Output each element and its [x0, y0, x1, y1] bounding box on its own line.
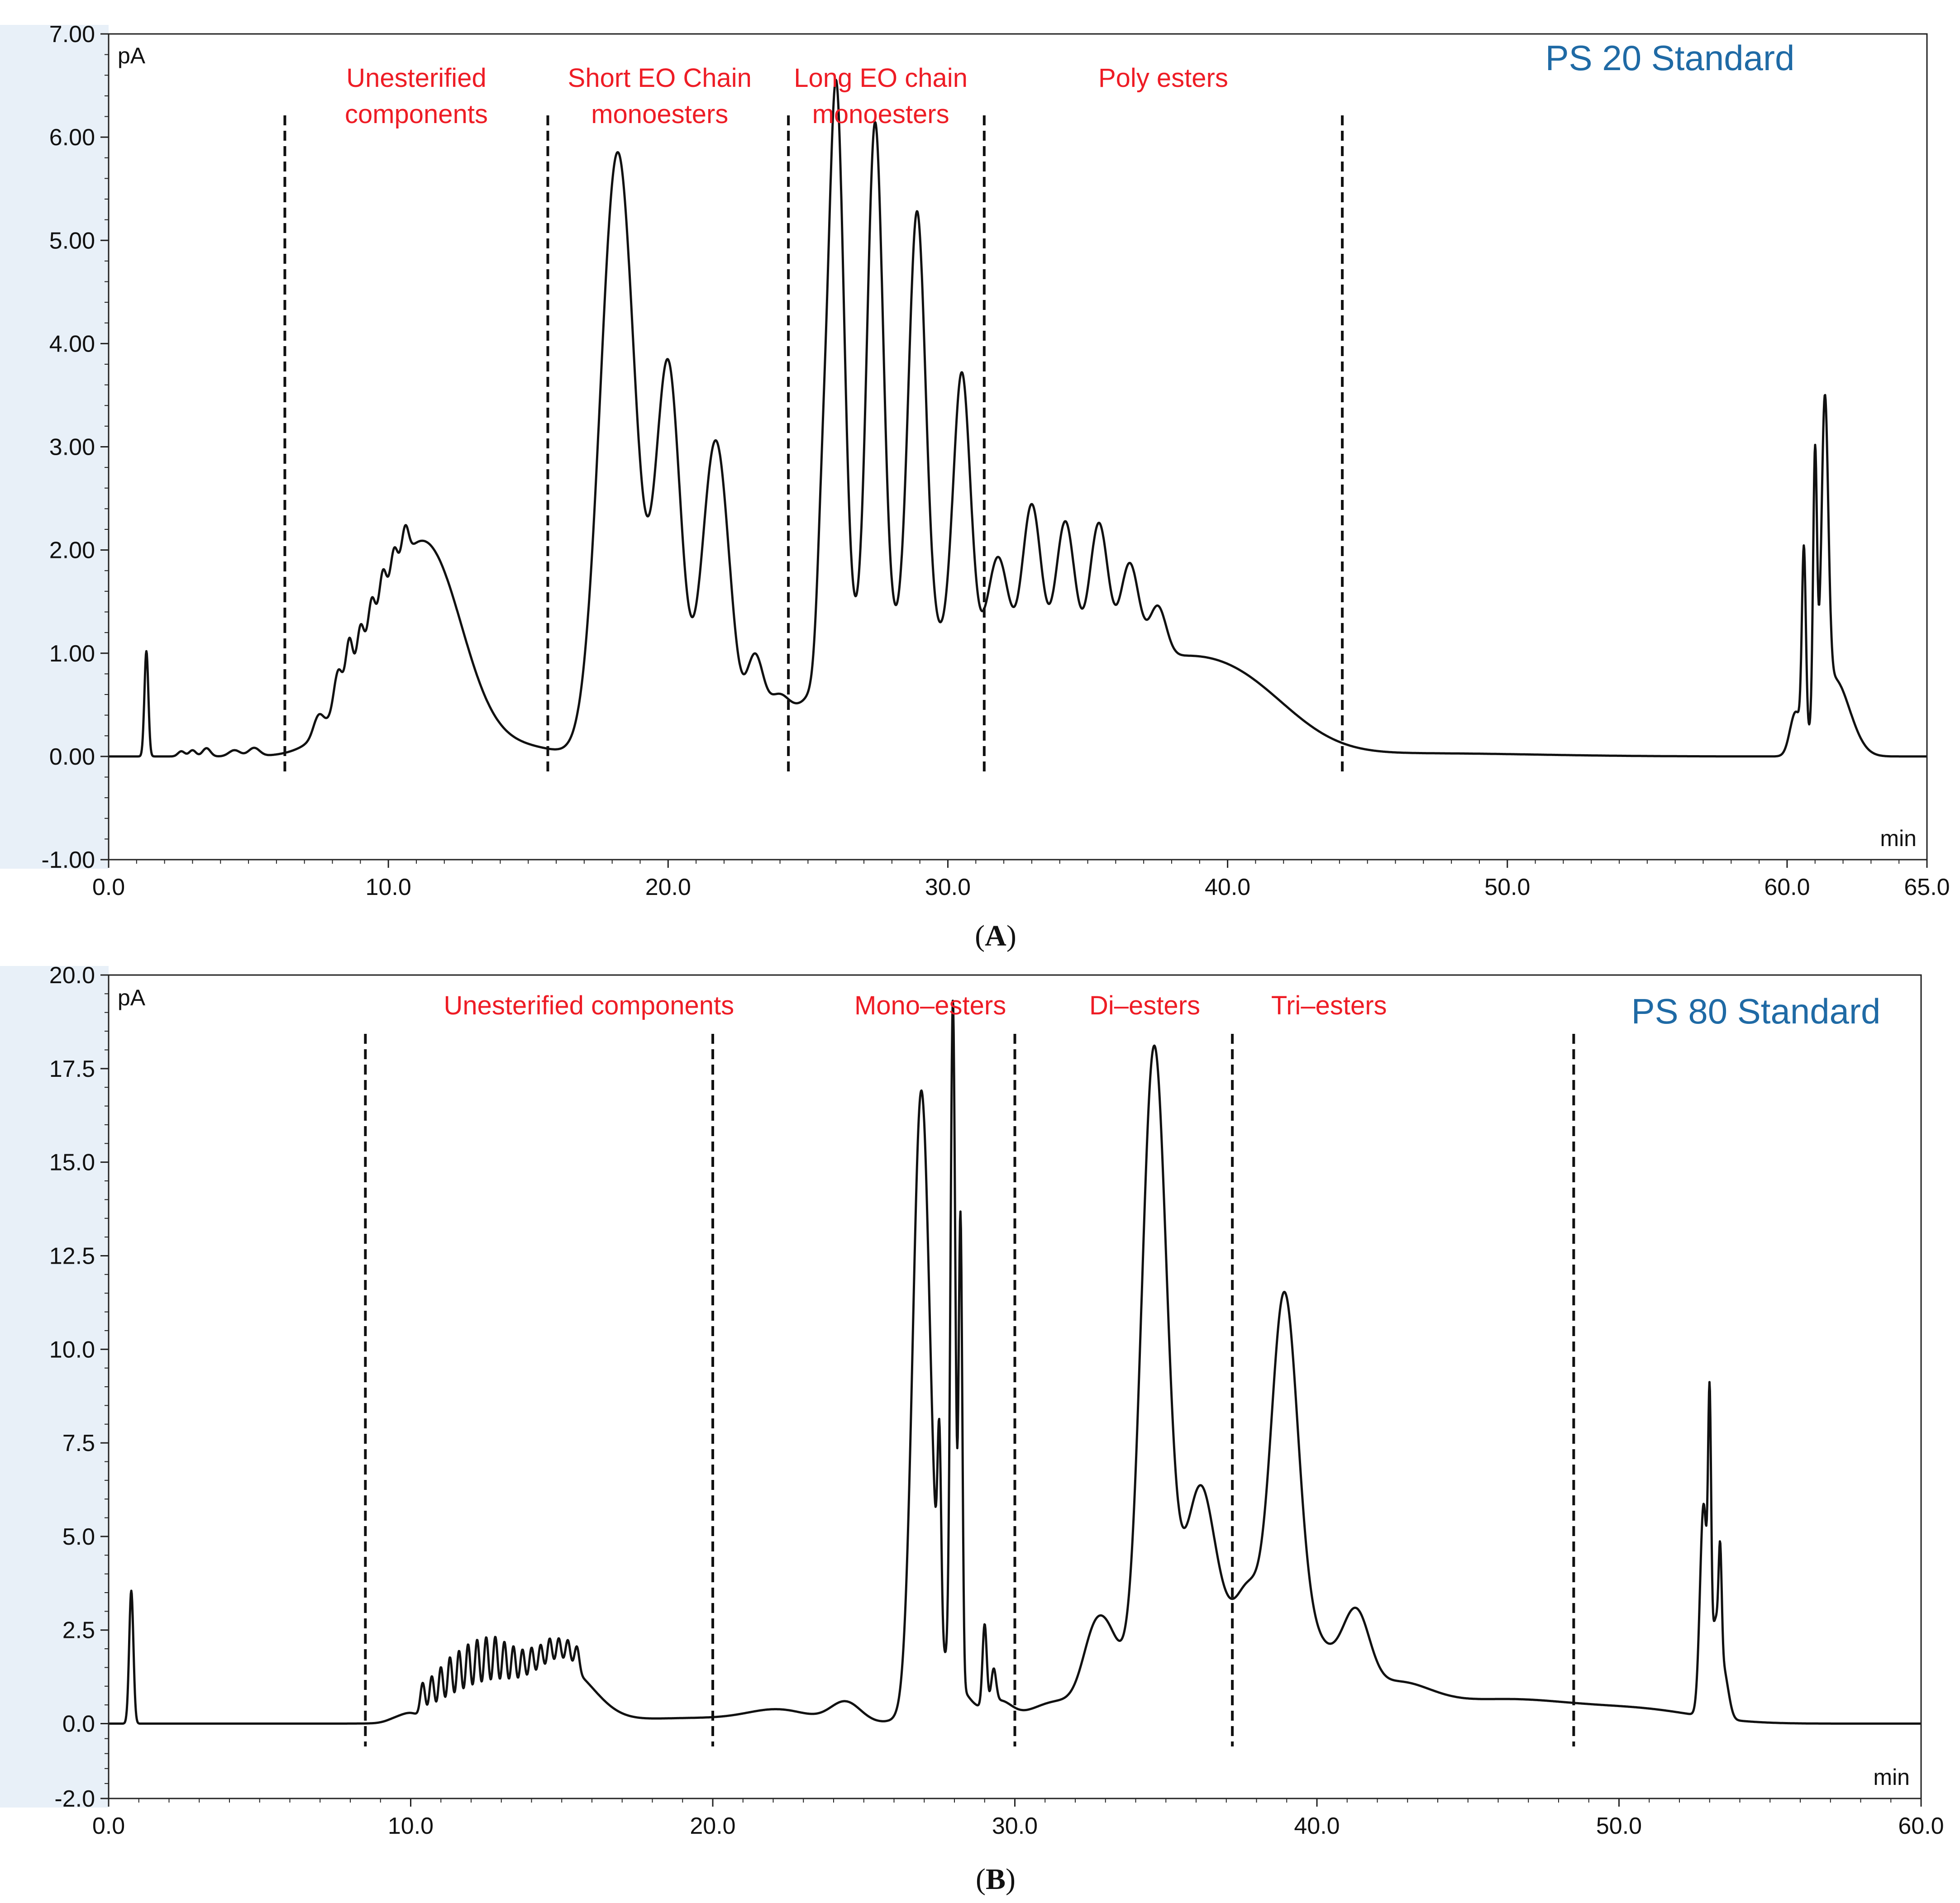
region-label-line: Unesterified [346, 63, 486, 93]
y-tick-label: 7.00 [49, 21, 95, 48]
y-tick-label: 15.0 [49, 1150, 95, 1176]
x-axis-unit: min [1880, 826, 1917, 851]
region-label: Unesterified components [444, 991, 734, 1020]
region-label-line: Unesterified components [444, 991, 734, 1020]
standard-title: PS 20 Standard [1545, 38, 1795, 78]
y-tick-label: 20.0 [49, 962, 95, 989]
y-axis-unit: pA [118, 985, 146, 1010]
region-label: Poly esters [1098, 63, 1228, 93]
y-tick-label: 3.00 [49, 434, 95, 461]
x-tick-label: 60.0 [1764, 874, 1810, 900]
region-label: Long EO chain monoesters [794, 63, 968, 129]
region-label-line: Di–esters [1089, 991, 1200, 1020]
region-label-line: monoesters [591, 100, 728, 129]
region-label-line: Short EO Chain [568, 63, 752, 93]
standard-title: PS 80 Standard [1631, 991, 1881, 1031]
y-axis-strip [0, 966, 109, 1808]
x-tick-label: 50.0 [1484, 874, 1530, 900]
panel-A: -1.00 0.00 1.00 2.00 3.00 4.00 5.00 6.00 7.00 0.0… [0, 21, 1950, 952]
x-tick-label: 20.0 [645, 874, 691, 900]
x-axis-unit: min [1873, 1765, 1910, 1790]
region-label-line: Poly esters [1098, 63, 1228, 93]
y-axis-strip [0, 25, 109, 869]
y-axis-unit: pA [118, 43, 146, 68]
panel-caption: (B) [976, 1863, 1016, 1896]
y-tick-label: 17.5 [49, 1056, 95, 1082]
y-tick-label: 1.00 [49, 641, 95, 667]
region-label: Tri–esters [1271, 991, 1387, 1020]
y-tick-label: -2.0 [54, 1786, 95, 1812]
region-label: Mono–esters [854, 991, 1006, 1020]
x-tick-label: 65.0 [1904, 874, 1950, 900]
plot-frame [108, 974, 1922, 1799]
x-tick-label: 60.0 [1898, 1813, 1944, 1839]
region-label-line: Mono–esters [854, 991, 1006, 1020]
region-label-line: Tri–esters [1271, 991, 1387, 1020]
x-tick-label: 30.0 [992, 1813, 1038, 1839]
region-label-line: monoesters [812, 100, 949, 129]
y-tick-label: -1.00 [41, 847, 95, 873]
chromatogram-trace [108, 79, 1928, 758]
x-tick-label: 10.0 [388, 1813, 434, 1839]
panel-B: -2.00.02.55.07.510.012.515.017.520.00.0 1… [0, 962, 1944, 1896]
region-label-line: Long EO chain [794, 63, 968, 93]
y-tick-label: 12.5 [49, 1243, 95, 1269]
y-tick-label: 5.00 [49, 228, 95, 254]
plot-frame [108, 33, 1928, 861]
y-tick-label: 2.00 [49, 538, 95, 564]
x-tick-label: 10.0 [366, 874, 411, 900]
x-tick-label: 50.0 [1596, 1813, 1642, 1839]
y-tick-label: 2.5 [62, 1618, 95, 1644]
x-tick-label: 40.0 [1294, 1813, 1340, 1839]
y-tick-label: 6.00 [49, 124, 95, 151]
y-tick-label: 0.00 [49, 744, 95, 770]
y-tick-label: 0.0 [62, 1711, 95, 1737]
x-tick-label: 0.0 [92, 1813, 125, 1839]
x-tick-label: 40.0 [1205, 874, 1250, 900]
y-tick-label: 7.5 [62, 1430, 95, 1456]
y-tick-label: 10.0 [49, 1337, 95, 1363]
region-label-line: components [345, 100, 488, 129]
x-tick-label: 20.0 [690, 1813, 735, 1839]
region-label: Di–esters [1089, 991, 1200, 1020]
y-tick-label: 5.0 [62, 1524, 95, 1550]
plot-area [109, 34, 1927, 860]
region-label: Unesterified components [345, 63, 488, 129]
y-tick-label: 4.00 [49, 331, 95, 357]
panel-caption: (A) [975, 919, 1016, 952]
region-label: Short EO Chain monoesters [568, 63, 752, 129]
x-tick-label: 30.0 [925, 874, 971, 900]
chromatogram-trace [108, 999, 1922, 1725]
x-tick-label: 0.0 [92, 874, 125, 900]
